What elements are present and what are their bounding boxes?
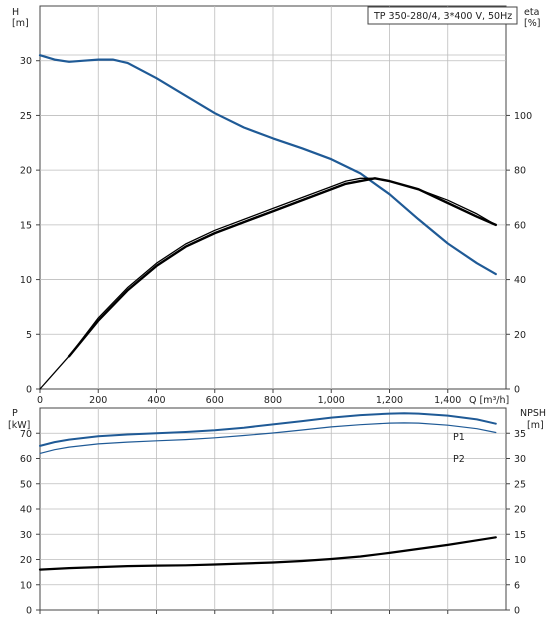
y-right-tick-label: 25 [514, 479, 526, 490]
x-tick-label: 800 [264, 395, 282, 406]
bottom-series [38, 412, 497, 571]
x-tick-label: 400 [147, 395, 165, 406]
head-efficiency-chart: 0 200 400 600 800 1,000 1,200 1,400051015202530… [12, 5, 540, 406]
series-line-0-0 [38, 54, 497, 276]
y-right-tick-label: 35 [514, 429, 526, 440]
power-npsh-chart: 0 10 20 30 40 50 60 70 0 6 10 15 20 25 30 35 P [kW] NPS… [8, 407, 546, 617]
title-box [367, 6, 518, 25]
y-left-tick-label: 50 [20, 479, 32, 490]
y-right-tick-label: 15 [514, 530, 526, 541]
series-line-0-2 [67, 177, 497, 358]
y-right-tick-label: 0 [514, 385, 520, 396]
series-line-1-2 [38, 536, 497, 571]
y-left-tick-label: 30 [20, 530, 32, 541]
x-tick-label: 1,400 [434, 395, 461, 406]
series-line-0-1 [39, 177, 497, 390]
y-left-tick-label: 15 [20, 220, 32, 231]
bottom-left-axis-label-line2: [kW] [8, 420, 30, 431]
y-left-tick-label: 10 [20, 580, 32, 591]
x-tick-label: 600 [206, 395, 224, 406]
legend-label-p2: P2 [453, 454, 465, 465]
bottom-left-axis-label-line1: P [12, 408, 18, 419]
x-tick-label: 1,200 [376, 395, 403, 406]
bottom-tick-labels: 0 10 20 30 40 50 60 70 0 6 10 15 20 25 30 35 [20, 429, 526, 617]
x-tick-label: 1,000 [318, 395, 345, 406]
y-left-tick-label: 10 [20, 275, 32, 286]
y-left-tick-label: 20 [20, 166, 32, 177]
y-right-tick-label: 100 [514, 111, 532, 122]
bottom-right-axis-label-line1: NPSH [520, 408, 546, 419]
y-right-tick-label: 20 [514, 505, 526, 516]
bottom-grid [40, 408, 506, 610]
y-left-tick-label: 30 [20, 56, 32, 67]
y-left-tick-label: 40 [20, 505, 32, 516]
series-line-1-0 [39, 412, 497, 447]
series-line-1-1 [39, 422, 497, 454]
bottom-right-axis-label-line2: [m] [527, 420, 544, 431]
y-right-tick-label: 20 [514, 330, 526, 341]
y-right-tick-label: 30 [514, 454, 526, 465]
top-series [38, 54, 497, 390]
y-left-tick-label: 25 [20, 111, 32, 122]
x-tick-label: 200 [89, 395, 107, 406]
y-right-tick-label: 60 [514, 220, 526, 231]
y-right-tick-label: 6 [514, 580, 520, 591]
legend-label-p1: P1 [453, 432, 465, 443]
top-left-axis-label-line2: [m] [12, 18, 29, 29]
y-right-tick-label: 0 [514, 606, 520, 617]
top-right-axis-label-line1: eta [524, 7, 539, 18]
y-right-tick-label: 40 [514, 275, 526, 286]
y-left-tick-label: 20 [20, 555, 32, 566]
x-axis-label: Q [m³/h] [469, 395, 509, 406]
y-left-tick-label: 70 [20, 429, 32, 440]
top-right-axis-label-line2: [%] [524, 18, 540, 29]
y-left-tick-label: 60 [20, 454, 32, 465]
y-right-tick-label: 10 [514, 555, 526, 566]
y-left-tick-label: 5 [26, 330, 32, 341]
top-left-axis-label-line1: H [12, 7, 19, 18]
y-left-tick-label: 0 [26, 606, 32, 617]
chart-title: TP 350-280/4, 3*400 V, 50Hz [373, 11, 512, 22]
x-tick-label: 0 [37, 395, 43, 406]
y-left-tick-label: 0 [26, 385, 32, 396]
top-tick-labels: 0 200 400 600 800 1,000 1,200 1,400051015202530… [20, 56, 532, 406]
y-right-tick-label: 80 [514, 166, 526, 177]
